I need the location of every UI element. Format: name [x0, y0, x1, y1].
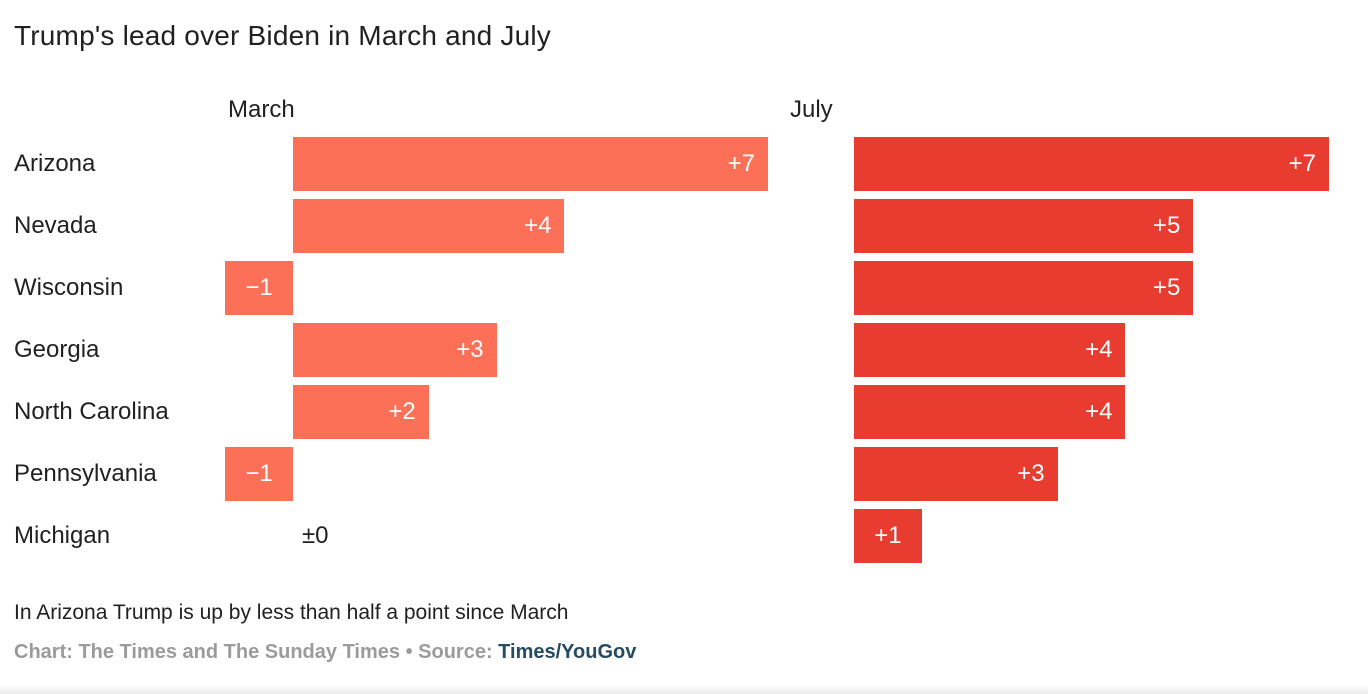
chart-row: Nevada +4 +5: [0, 199, 1368, 261]
march-bar-zone: +3: [225, 323, 791, 377]
zero-value-label: ±0: [302, 522, 329, 549]
bar-value-label: +2: [388, 398, 416, 425]
july-bar-zone: +5: [786, 261, 1346, 315]
july-bar: +3: [854, 447, 1058, 501]
july-bar-zone: +4: [786, 385, 1346, 439]
march-bar: +3: [293, 323, 497, 377]
march-bar: +7: [293, 137, 769, 191]
bar-value-label: +5: [1152, 274, 1181, 301]
march-bar: −1: [225, 447, 293, 501]
july-bar-zone: +5: [786, 199, 1346, 253]
chart-row: Pennsylvania −1 +3: [0, 447, 1368, 509]
bar-value-label: +4: [1085, 398, 1113, 425]
july-bar: +5: [854, 261, 1194, 315]
march-bar-zone: −1: [225, 261, 791, 315]
chart-title: Trump's lead over Biden in March and Jul…: [14, 20, 551, 51]
bar-value-label: +4: [1085, 336, 1113, 363]
column-header-march: March: [228, 96, 295, 123]
march-bar-zone: +4: [225, 199, 791, 253]
july-bar-zone: +4: [786, 323, 1346, 377]
march-bar-zone: +2: [225, 385, 791, 439]
july-bar: +5: [854, 199, 1194, 253]
bar-value-label: +1: [874, 522, 902, 549]
bottom-edge-strip: [0, 686, 1368, 694]
chart-row: Arizona +7 +7: [0, 137, 1368, 199]
chart-row: North Carolina +2 +4: [0, 385, 1368, 447]
july-bar: +1: [854, 509, 922, 563]
credit-separator: •: [400, 641, 419, 663]
bar-value-label: +3: [456, 336, 484, 363]
chart-rows: Arizona +7 +7 Nevada +4 +5 Wisconsin −1 +5 Georgi…: [0, 137, 1368, 571]
chart-note: In Arizona Trump is up by less than half…: [14, 601, 569, 624]
bar-value-label: +4: [524, 212, 552, 239]
state-label: North Carolina: [14, 398, 169, 425]
march-bar-zone: ±0: [225, 509, 791, 563]
state-label: Wisconsin: [14, 274, 124, 301]
march-bar: +4: [293, 199, 565, 253]
state-label: Michigan: [14, 522, 111, 549]
march-bar: +2: [293, 385, 429, 439]
source-link[interactable]: Times/YouGov: [498, 641, 637, 663]
march-bar-zone: +7: [225, 137, 791, 191]
credit-source-label: Source:: [418, 641, 499, 663]
july-bar: +7: [854, 137, 1330, 191]
bar-value-label: −1: [245, 460, 273, 487]
bar-value-label: +5: [1152, 212, 1181, 239]
july-bar-zone: +1: [786, 509, 1346, 563]
march-bar: −1: [225, 261, 293, 315]
chart-row: Georgia +3 +4: [0, 323, 1368, 385]
chart-row: Michigan ±0 +1: [0, 509, 1368, 571]
state-label: Georgia: [14, 336, 100, 363]
july-bar-zone: +7: [786, 137, 1346, 191]
july-bar-zone: +3: [786, 447, 1346, 501]
bar-value-label: +7: [727, 150, 756, 177]
chart-row: Wisconsin −1 +5: [0, 261, 1368, 323]
state-label: Pennsylvania: [14, 460, 157, 487]
july-bar: +4: [854, 385, 1126, 439]
state-label: Nevada: [14, 212, 97, 239]
bar-value-label: +7: [1288, 150, 1317, 177]
credit-chart-text: Chart: The Times and The Sunday Times: [14, 641, 401, 663]
bar-value-label: −1: [245, 274, 273, 301]
july-bar: +4: [854, 323, 1126, 377]
state-label: Arizona: [14, 150, 96, 177]
march-bar-zone: −1: [225, 447, 791, 501]
bar-value-label: +3: [1017, 460, 1045, 487]
column-header-july: July: [790, 96, 833, 123]
chart-credit: Chart: The Times and The Sunday Times • …: [14, 641, 636, 664]
